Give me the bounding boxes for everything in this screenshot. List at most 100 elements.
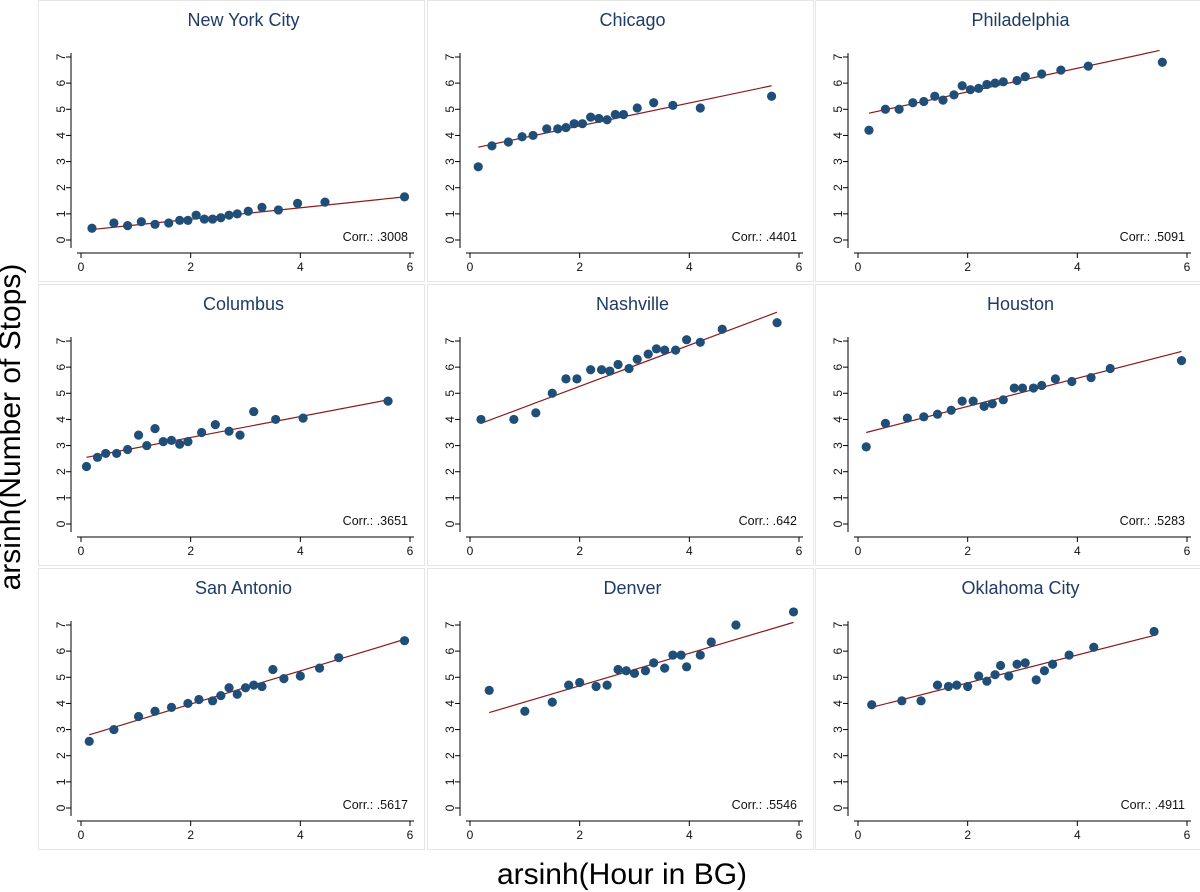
data-point — [932, 680, 943, 690]
x-tick-label: 6 — [796, 828, 803, 842]
x-tick-label: 4 — [686, 260, 693, 274]
y-tick-label: 6 — [54, 647, 68, 654]
data-point — [1176, 356, 1187, 366]
data-point — [949, 90, 959, 100]
data-point — [990, 78, 1000, 88]
y-tick-label: 0 — [443, 804, 457, 811]
data-point — [643, 349, 653, 359]
data-point — [1067, 376, 1077, 387]
data-point — [946, 405, 956, 415]
data-point — [618, 109, 629, 120]
data-point — [706, 637, 716, 647]
y-tick-label: 0 — [443, 520, 457, 527]
data-point — [235, 430, 245, 440]
data-point — [621, 666, 631, 676]
y-tick-label: 7 — [443, 621, 457, 628]
y-tick-label: 3 — [54, 442, 68, 449]
panel-title: Oklahoma City — [961, 578, 1079, 598]
data-point — [660, 345, 670, 355]
correlation-label: Corr.: .3008 — [343, 230, 408, 244]
data-point — [772, 318, 782, 328]
data-point — [175, 215, 185, 225]
y-tick-label: 3 — [54, 726, 68, 733]
y-tick-label: 2 — [54, 752, 68, 759]
y-tick-label: 7 — [831, 53, 845, 60]
data-point — [1039, 666, 1050, 676]
data-point — [902, 413, 912, 423]
data-point — [1089, 642, 1099, 652]
panel-denver: Denver 0 1 2 3 4 5 6 7 0 2 4 6 Corr.: .5546 — [427, 568, 814, 850]
panel-frame — [815, 0, 1200, 282]
x-axis-title: arsinh(Hour in BG) — [497, 858, 747, 891]
data-point — [569, 119, 579, 129]
data-point — [1037, 69, 1047, 79]
panel-title: New York City — [187, 10, 299, 30]
panel-san-antonio: San Antonio 0 1 2 3 4 5 6 7 0 2 4 6 Corr.: .5617 — [38, 568, 425, 850]
data-point — [503, 137, 513, 147]
data-point — [81, 461, 92, 472]
data-point — [150, 219, 160, 229]
y-tick-label: 3 — [443, 442, 457, 449]
y-tick-label: 6 — [443, 79, 457, 86]
data-point — [208, 696, 218, 706]
panel-title: Chicago — [599, 10, 665, 30]
data-point — [183, 215, 193, 225]
data-point — [586, 365, 596, 375]
y-tick-label: 6 — [443, 363, 457, 370]
data-point — [1020, 658, 1030, 668]
x-tick-label: 4 — [686, 828, 693, 842]
data-point — [183, 437, 193, 447]
y-tick-label: 7 — [54, 337, 68, 344]
y-tick-label: 4 — [831, 132, 845, 139]
y-tick-label: 1 — [831, 778, 845, 785]
y-tick-label: 5 — [54, 390, 68, 397]
data-point — [640, 666, 651, 676]
data-point — [183, 698, 193, 709]
y-tick-label: 2 — [831, 468, 845, 475]
y-tick-label: 3 — [831, 726, 845, 733]
data-point — [224, 426, 234, 436]
data-point — [632, 354, 642, 364]
y-tick-label: 1 — [54, 778, 68, 785]
data-point — [676, 650, 686, 660]
y-tick-label: 3 — [443, 726, 457, 733]
x-tick-label: 2 — [964, 260, 971, 274]
data-point — [232, 689, 242, 699]
y-tick-label: 0 — [443, 236, 457, 243]
y-tick-label: 4 — [54, 132, 68, 139]
panel-title: Philadelphia — [971, 10, 1070, 30]
x-tick-label: 0 — [467, 544, 474, 558]
panel-frame — [38, 0, 425, 282]
data-point — [224, 683, 234, 693]
y-tick-label: 1 — [54, 210, 68, 217]
data-point — [880, 104, 891, 114]
data-point — [987, 399, 997, 409]
data-point — [112, 448, 122, 459]
data-point — [613, 359, 623, 370]
data-point — [597, 365, 607, 375]
panel-frame — [815, 284, 1200, 566]
y-tick-label: 6 — [831, 79, 845, 86]
data-point — [101, 448, 111, 459]
data-point — [982, 676, 992, 686]
data-point — [487, 141, 497, 151]
x-tick-label: 2 — [576, 260, 583, 274]
data-point — [766, 91, 777, 101]
data-point — [629, 668, 640, 678]
data-point — [867, 700, 877, 710]
x-tick-label: 2 — [187, 260, 194, 274]
data-point — [681, 335, 692, 345]
data-point — [1086, 373, 1096, 383]
data-point — [133, 711, 144, 722]
data-point — [671, 345, 681, 355]
y-tick-label: 0 — [54, 804, 68, 811]
data-point — [660, 663, 670, 673]
y-tick-label: 5 — [831, 390, 845, 397]
data-point — [561, 122, 571, 133]
correlation-label: Corr.: .5091 — [1120, 230, 1185, 244]
panel-frame — [815, 568, 1200, 850]
data-point — [399, 636, 410, 646]
x-tick-label: 6 — [796, 260, 803, 274]
data-point — [257, 681, 267, 692]
y-tick-label: 5 — [831, 674, 845, 681]
